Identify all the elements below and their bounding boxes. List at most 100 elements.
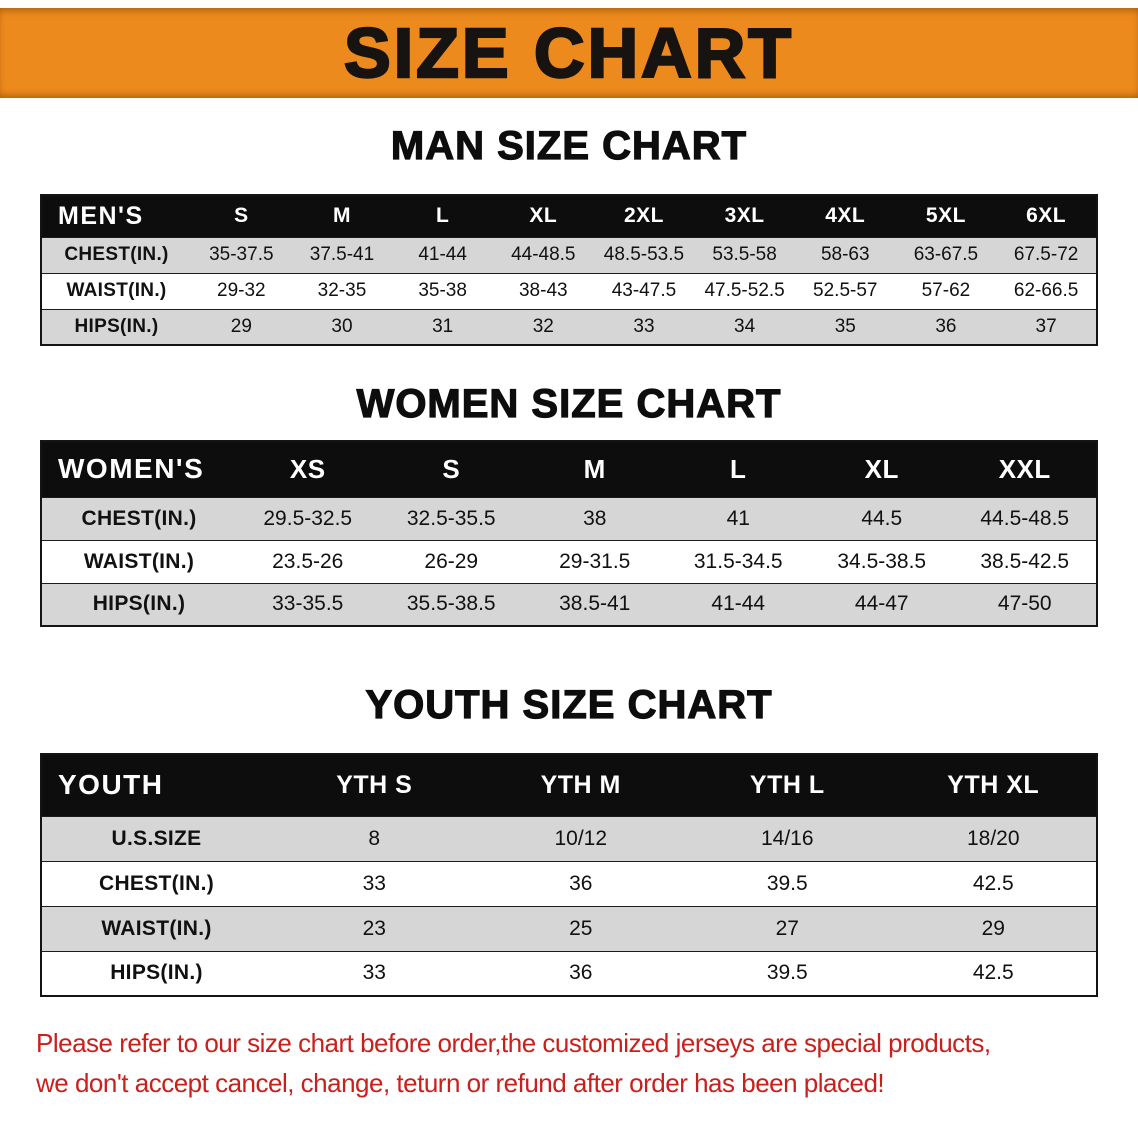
size-cell: 34.5-38.5 xyxy=(810,539,954,583)
column-header: XL xyxy=(864,453,899,484)
size-cell: 53.5-58 xyxy=(694,236,795,273)
women-header-row: WOMEN'S XS S M L XL XXL xyxy=(41,441,1097,497)
size-cell: 33 xyxy=(271,950,478,996)
size-cell: 67.5-72 xyxy=(996,236,1097,273)
youth-size-table: YOUTH YTH S YTH M YTH L YTH XL U.S.SIZE 8 10/12… xyxy=(40,753,1098,997)
column-header: YTH S xyxy=(336,770,413,799)
column-header: 3XL xyxy=(724,204,765,228)
column-header: 2XL xyxy=(623,204,664,228)
size-cell: 47.5-52.5 xyxy=(694,272,795,309)
size-cell: 30 xyxy=(291,308,393,345)
size-cell: 42.5 xyxy=(890,860,1097,906)
row-label: WAIST(IN.) xyxy=(41,272,191,309)
size-cell: 44.5-48.5 xyxy=(953,496,1097,540)
table-row: U.S.SIZE 8 10/12 14/16 18/20 xyxy=(41,815,1097,861)
size-cell: 44-48.5 xyxy=(492,236,594,273)
column-header: XL xyxy=(529,204,558,228)
size-cell: 14/16 xyxy=(684,815,891,861)
column-header: M xyxy=(583,453,606,484)
size-cell: 35-38 xyxy=(392,272,493,309)
table-row: HIPS(IN.) 33 36 39.5 42.5 xyxy=(41,950,1097,996)
size-cell: 41-44 xyxy=(392,236,493,273)
size-cell: 39.5 xyxy=(684,950,891,996)
column-header: 6XL xyxy=(1026,204,1067,228)
size-cell: 57-62 xyxy=(895,272,997,309)
column-header: L xyxy=(435,204,450,228)
size-tables-container: MAN SIZE CHART MEN'S S M L XL 2XL 3XL 4XL 5XL 6XL C… xyxy=(0,123,1138,997)
size-cell: 31.5-34.5 xyxy=(666,539,810,583)
size-cell: 18/20 xyxy=(890,815,1097,861)
column-header: YTH L xyxy=(749,770,825,799)
size-cell: 31 xyxy=(392,308,493,345)
column-header: XS xyxy=(289,453,326,484)
size-cell: 35.5-38.5 xyxy=(379,582,523,626)
row-label: WAIST(IN.) xyxy=(41,539,236,583)
row-label: CHEST(IN.) xyxy=(41,236,191,273)
section-men: MAN SIZE CHART MEN'S S M L XL 2XL 3XL 4XL 5XL 6XL C… xyxy=(0,123,1138,346)
size-cell: 32.5-35.5 xyxy=(379,496,523,540)
page-title: SIZE CHART xyxy=(343,14,794,92)
size-cell: 42.5 xyxy=(890,950,1097,996)
size-cell: 44-47 xyxy=(810,582,954,626)
size-chart-page: SIZE CHART MAN SIZE CHART MEN'S S M L XL 2XL 3X… xyxy=(0,8,1138,1140)
size-cell: 41-44 xyxy=(666,582,810,626)
heading-women: WOMEN SIZE CHART xyxy=(356,381,782,426)
size-cell: 62-66.5 xyxy=(996,272,1097,309)
table-row: CHEST(IN.) 33 36 39.5 42.5 xyxy=(41,860,1097,906)
size-cell: 29 xyxy=(890,905,1097,951)
size-cell: 10/12 xyxy=(477,815,684,861)
column-header: S xyxy=(442,453,461,484)
size-cell: 26-29 xyxy=(379,539,523,583)
size-cell: 37 xyxy=(996,308,1097,345)
table-row: WAIST(IN.) 23.5-26 26-29 29-31.5 31.5-34.5 34… xyxy=(41,539,1097,583)
size-cell: 38-43 xyxy=(492,272,594,309)
size-cell: 36 xyxy=(477,860,684,906)
women-table-label: WOMEN'S xyxy=(58,453,205,485)
size-cell: 29-32 xyxy=(191,272,292,309)
disclaimer: Please refer to our size chart before or… xyxy=(36,1023,1102,1103)
size-cell: 8 xyxy=(271,815,478,861)
size-cell: 38.5-41 xyxy=(523,582,667,626)
column-header: YTH M xyxy=(540,770,621,799)
section-youth: YOUTH SIZE CHART YOUTH YTH S YTH M YTH L YTH … xyxy=(0,682,1138,997)
men-size-table: MEN'S S M L XL 2XL 3XL 4XL 5XL 6XL CHEST(IN.) 35-37… xyxy=(40,194,1098,346)
size-cell: 32 xyxy=(492,308,594,345)
size-cell: 36 xyxy=(477,950,684,996)
size-cell: 33 xyxy=(593,308,695,345)
size-cell: 34 xyxy=(694,308,795,345)
youth-table-label: YOUTH xyxy=(58,769,164,801)
size-cell: 52.5-57 xyxy=(794,272,896,309)
table-row: CHEST(IN.) 29.5-32.5 32.5-35.5 38 41 44.5 44.5… xyxy=(41,496,1097,540)
column-header: 5XL xyxy=(925,204,966,228)
size-cell: 44.5 xyxy=(810,496,954,540)
size-cell: 23.5-26 xyxy=(236,539,380,583)
size-cell: 33-35.5 xyxy=(236,582,380,626)
men-header-row: MEN'S S M L XL 2XL 3XL 4XL 5XL 6XL xyxy=(41,195,1097,237)
size-cell: 36 xyxy=(895,308,997,345)
disclaimer-line-1: Please refer to our size chart before or… xyxy=(36,1028,991,1058)
row-label: HIPS(IN.) xyxy=(41,950,271,996)
row-label: HIPS(IN.) xyxy=(41,308,191,345)
column-header: L xyxy=(730,453,747,484)
heading-youth: YOUTH SIZE CHART xyxy=(365,682,773,727)
size-cell: 38 xyxy=(523,496,667,540)
row-label: WAIST(IN.) xyxy=(41,905,271,951)
column-header: XXL xyxy=(998,453,1051,484)
table-row: CHEST(IN.) 35-37.5 37.5-41 41-44 44-48.5 48.5… xyxy=(41,236,1097,273)
row-label: CHEST(IN.) xyxy=(41,496,236,540)
column-header: S xyxy=(234,204,249,228)
table-row: HIPS(IN.) 29 30 31 32 33 34 35 36 37 xyxy=(41,308,1097,345)
row-label: HIPS(IN.) xyxy=(41,582,236,626)
size-cell: 35 xyxy=(794,308,896,345)
size-cell: 33 xyxy=(271,860,478,906)
heading-men: MAN SIZE CHART xyxy=(390,123,748,168)
size-cell: 48.5-53.5 xyxy=(593,236,695,273)
size-cell: 41 xyxy=(666,496,810,540)
size-cell: 27 xyxy=(684,905,891,951)
size-cell: 37.5-41 xyxy=(291,236,393,273)
column-header: M xyxy=(332,204,351,228)
men-table-label: MEN'S xyxy=(58,201,144,230)
size-cell: 39.5 xyxy=(684,860,891,906)
size-cell: 29.5-32.5 xyxy=(236,496,380,540)
title-banner: SIZE CHART xyxy=(0,8,1138,98)
